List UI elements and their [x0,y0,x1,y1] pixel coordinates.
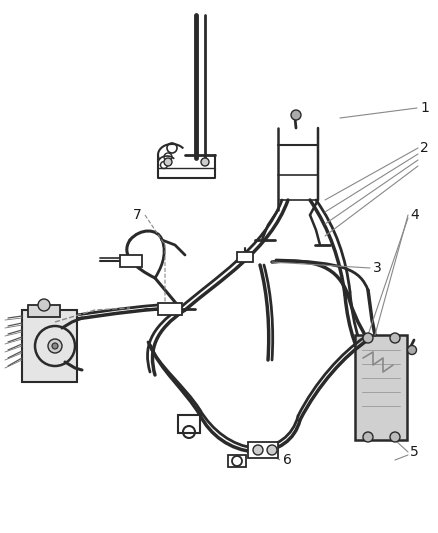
Circle shape [390,432,400,442]
Circle shape [253,445,263,455]
Bar [228,455,246,467]
Circle shape [52,343,58,349]
Bar [248,442,278,458]
Bar [237,252,253,262]
Bar [355,335,407,440]
Text: 1: 1 [420,101,429,115]
Text: 2: 2 [420,141,429,155]
Circle shape [267,445,277,455]
Circle shape [48,339,62,353]
Text: 3: 3 [373,261,382,275]
Bar [22,310,77,382]
Bar [178,415,200,433]
Circle shape [291,110,301,120]
Circle shape [164,158,172,166]
Bar [158,303,182,315]
Circle shape [201,158,209,166]
Text: 5: 5 [410,445,419,459]
Circle shape [38,299,50,311]
Text: 7: 7 [133,208,142,222]
Text: 4: 4 [410,208,419,222]
Circle shape [363,333,373,343]
Text: 6: 6 [283,453,292,467]
Circle shape [363,432,373,442]
Bar [28,305,60,317]
Circle shape [390,333,400,343]
Bar [120,255,142,267]
Circle shape [407,345,417,354]
